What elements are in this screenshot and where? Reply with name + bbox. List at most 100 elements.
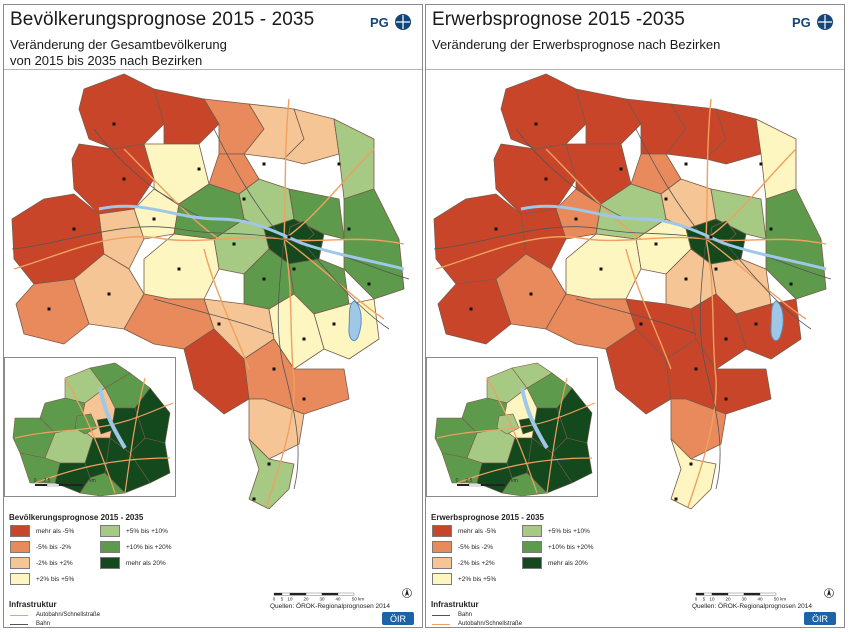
motorway (705, 148, 797, 240)
scale-label: 5 (281, 597, 284, 602)
district-capitals (469, 122, 793, 501)
legend-item: +5% bis +10% (522, 525, 590, 537)
town-marker (684, 277, 688, 281)
railway (303, 243, 390, 330)
subtitle-line-1: Veränderung der Gesamtbevölkerung (10, 37, 227, 52)
scale-segment (727, 592, 745, 596)
rail-line-icon (10, 623, 28, 625)
scale-bar: 0 5 10 20 30 40 50 km (273, 592, 364, 602)
vienna-district (511, 362, 553, 389)
legend-swatch (522, 541, 542, 553)
town-marker (107, 292, 111, 296)
road-network (435, 98, 827, 508)
lake-neusiedl (770, 300, 784, 342)
infra-item-label: Autobahn/Schnellstraße (36, 612, 101, 618)
vienna-district-layer (434, 362, 596, 497)
oir-logo-text: ÖIR (812, 614, 829, 624)
vienna-inset-map: 0 2,5 5 10 km (434, 362, 596, 497)
motorway (456, 457, 593, 484)
scale-label: 0 (34, 478, 37, 484)
scale-label: 30 (319, 597, 325, 602)
motorway (545, 148, 642, 240)
town-marker (534, 122, 538, 126)
district (333, 118, 375, 200)
town-marker (544, 177, 548, 181)
town-marker (337, 162, 341, 166)
legend-label: -5% bis -2% (458, 543, 494, 551)
district-layer (433, 73, 827, 509)
vienna-inset-map: 0 2,5 5 10 km (12, 362, 174, 497)
town-marker (689, 462, 693, 466)
legend-swatch (432, 525, 452, 537)
railway (575, 298, 697, 335)
town-marker (242, 197, 246, 201)
vienna-district (129, 437, 171, 484)
town-marker (714, 267, 718, 271)
district (248, 438, 295, 509)
town-marker (112, 122, 116, 126)
north-arrow-icon (824, 588, 834, 598)
legend-swatch (100, 525, 120, 537)
inset-scalebar: 0 2,5 5 10 km (34, 478, 96, 487)
scale-segment (289, 592, 307, 596)
legend-item: -2% bis +2% (10, 557, 73, 569)
motorway (14, 402, 174, 439)
map-title: Erwerbsprognose 2015 -2035 (432, 9, 685, 30)
scale-label: 40 (335, 597, 341, 602)
town-marker (302, 397, 306, 401)
town-marker (217, 322, 221, 326)
infra-item-rail: Bahn (432, 612, 472, 618)
town-marker (674, 497, 678, 501)
infra-item-motorway: Autobahn/Schnellstraße (432, 621, 522, 627)
railway (515, 128, 627, 220)
scale-label: 5 (58, 478, 61, 484)
danube-river (520, 204, 827, 271)
motorway (283, 148, 375, 240)
town-marker (152, 217, 156, 221)
motorway (203, 248, 250, 370)
town-marker (694, 367, 698, 371)
town-marker (197, 167, 201, 171)
town-marker (332, 322, 336, 326)
district (520, 208, 567, 270)
town-marker (684, 162, 688, 166)
motorway-line-icon (432, 623, 450, 625)
legend-swatch (522, 557, 542, 569)
scale-label: 2,5 (44, 478, 51, 484)
scale-label: 20 (303, 597, 309, 602)
legend-item: +10% bis +20% (522, 541, 594, 553)
infrastructure-title: Infrastruktur (431, 600, 479, 609)
population-forecast-panel: Bevölkerungsprognose 2015 - 2035 Verände… (3, 4, 423, 628)
motorway (123, 148, 220, 240)
map-title: Bevölkerungsprognose 2015 - 2035 (10, 9, 315, 30)
district-capitals (47, 122, 371, 501)
rail-network (11, 128, 410, 490)
town-marker (769, 227, 773, 231)
pgo-logo: PG (792, 14, 833, 30)
railway (433, 226, 832, 280)
scale-label: 0 (456, 478, 459, 484)
legend-label: +10% bis +20% (126, 543, 172, 551)
town-marker (724, 337, 728, 341)
vienna-inset: 0 2,5 5 10 km (426, 357, 598, 497)
motorway (687, 238, 717, 508)
district (565, 233, 642, 300)
district (755, 118, 797, 200)
vienna-district (89, 362, 131, 389)
legend-swatch (100, 541, 120, 553)
district (98, 208, 145, 270)
legend-swatch (432, 541, 452, 553)
scale-segment (481, 484, 505, 486)
legend-swatch (522, 525, 542, 537)
infra-item-rail: Bahn (10, 621, 50, 627)
legend-item: -5% bis -2% (432, 541, 493, 553)
town-marker (639, 322, 643, 326)
scale-segment (695, 592, 705, 596)
scale-label: 20 (725, 597, 731, 602)
legend-item: -5% bis -2% (10, 541, 71, 553)
town-marker (759, 162, 763, 166)
legend-title: Erwerbsprognose 2015 - 2035 (431, 513, 544, 522)
district (143, 233, 220, 300)
legend-label: -5% bis -2% (36, 543, 72, 551)
legend-item: +5% bis +10% (100, 525, 168, 537)
